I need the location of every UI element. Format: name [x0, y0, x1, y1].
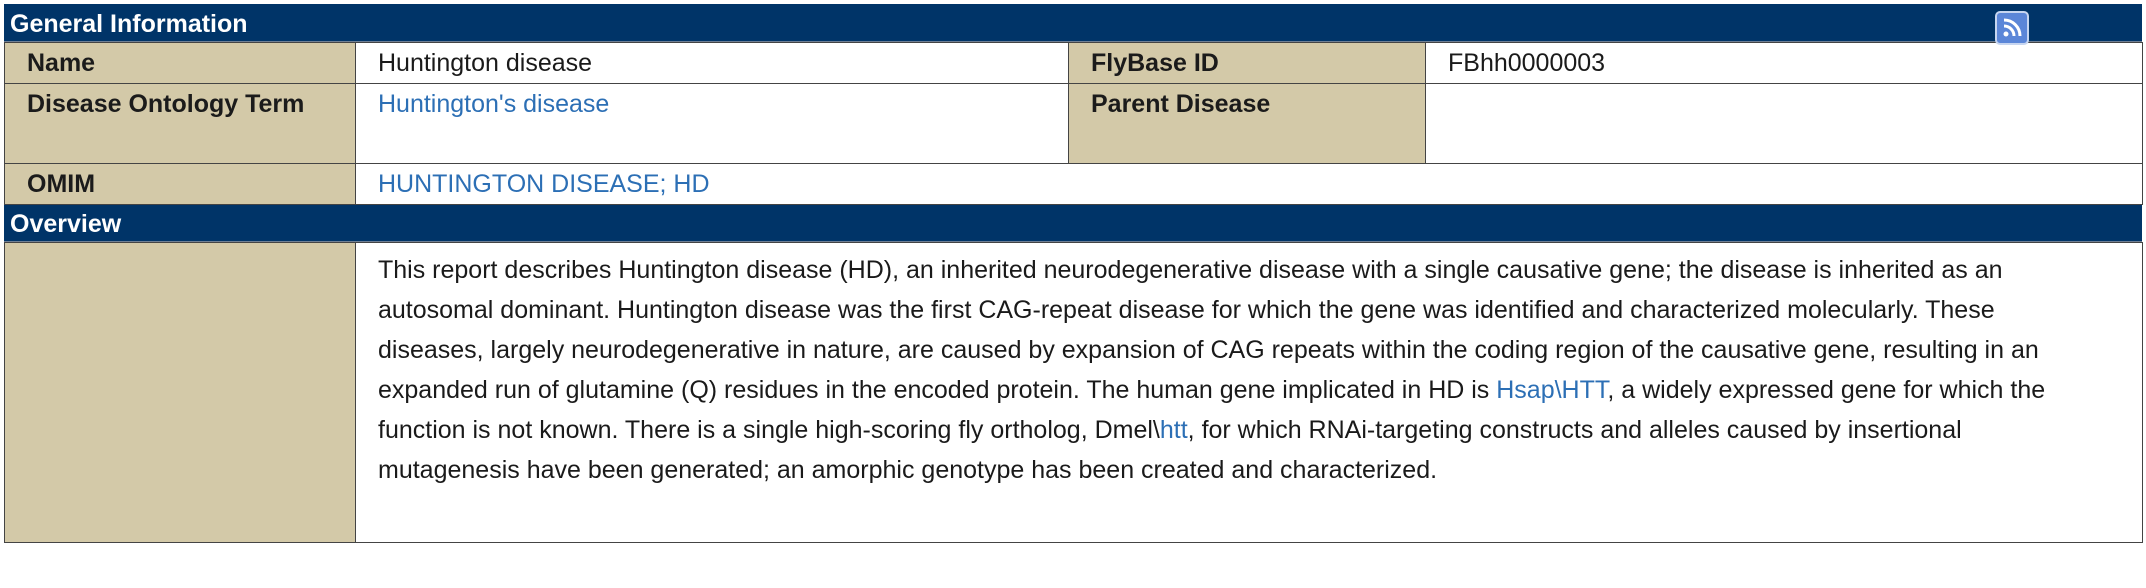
flybase-id-label: FlyBase ID — [1068, 42, 1426, 84]
overview-table: This report describes Huntington disease… — [4, 242, 2143, 543]
general-info-table: Name Huntington disease FlyBase ID FBhh0… — [4, 42, 2143, 205]
parent-disease-value — [1425, 83, 2143, 164]
overview-text: This report describes Huntington disease… — [355, 242, 2143, 543]
overview-text-part2: , a widely expressed gene for which the … — [378, 376, 2046, 444]
overview-text-part1: This report describes Huntington disease… — [378, 256, 2039, 404]
overview-title: Overview — [10, 210, 122, 238]
disease-ontology-label: Disease Ontology Term — [4, 83, 356, 164]
dmel-htt-link[interactable]: htt — [1159, 416, 1188, 444]
parent-disease-label: Parent Disease — [1068, 83, 1426, 164]
name-label: Name — [4, 42, 356, 84]
omim-label: OMIM — [4, 163, 356, 205]
flybase-id-value: FBhh0000003 — [1425, 42, 2143, 84]
disease-ontology-link[interactable]: Huntington's disease — [378, 90, 610, 118]
hsap-htt-link[interactable]: Hsap\HTT — [1496, 376, 1608, 404]
name-value: Huntington disease — [355, 42, 1069, 84]
overview-text-part3: , for which RNAi-targeting constructs an… — [378, 416, 1962, 484]
omim-link[interactable]: HUNTINGTON DISEASE; HD — [378, 170, 710, 198]
general-information-header: General Information — [4, 4, 2142, 45]
disease-report: General Information Name Huntington dise… — [4, 4, 2143, 543]
overview-header: Overview — [4, 205, 2142, 242]
overview-label-cell — [4, 242, 356, 543]
general-information-title: General Information — [10, 10, 248, 38]
rss-icon[interactable] — [1995, 11, 2029, 45]
